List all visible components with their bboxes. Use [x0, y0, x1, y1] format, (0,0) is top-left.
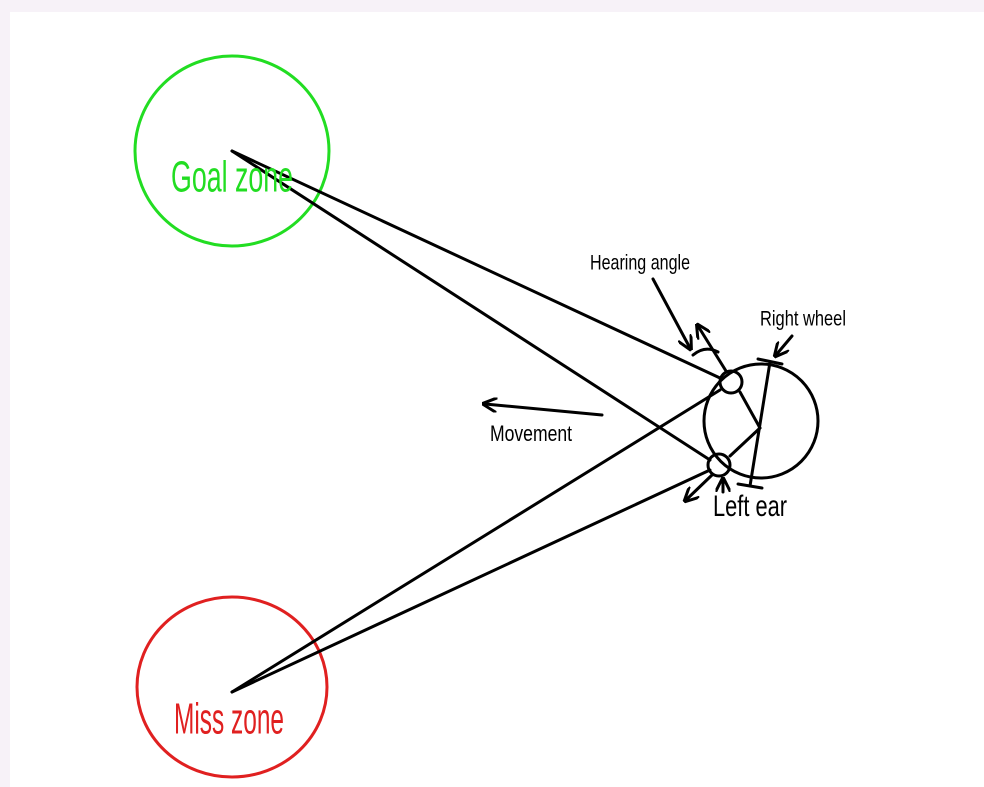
movement-label: Movement	[490, 421, 572, 446]
movement-arrow	[485, 404, 604, 417]
miss-zone-label: Miss zone	[174, 695, 284, 744]
hearing-angle-label: Hearing angle	[590, 252, 690, 275]
canvas	[10, 12, 984, 787]
miss-zone-circle	[135, 595, 329, 779]
hearing-angle-pointer	[651, 277, 690, 348]
sight-lines	[230, 149, 722, 694]
robot	[686, 326, 820, 500]
goal-zone-circle	[133, 54, 331, 248]
left-ear-label: Left ear	[713, 490, 787, 523]
right-wheel-pointer	[776, 334, 794, 355]
right-wheel-label: Right wheel	[760, 308, 846, 331]
goal-zone-label: Goal zone	[171, 153, 293, 202]
